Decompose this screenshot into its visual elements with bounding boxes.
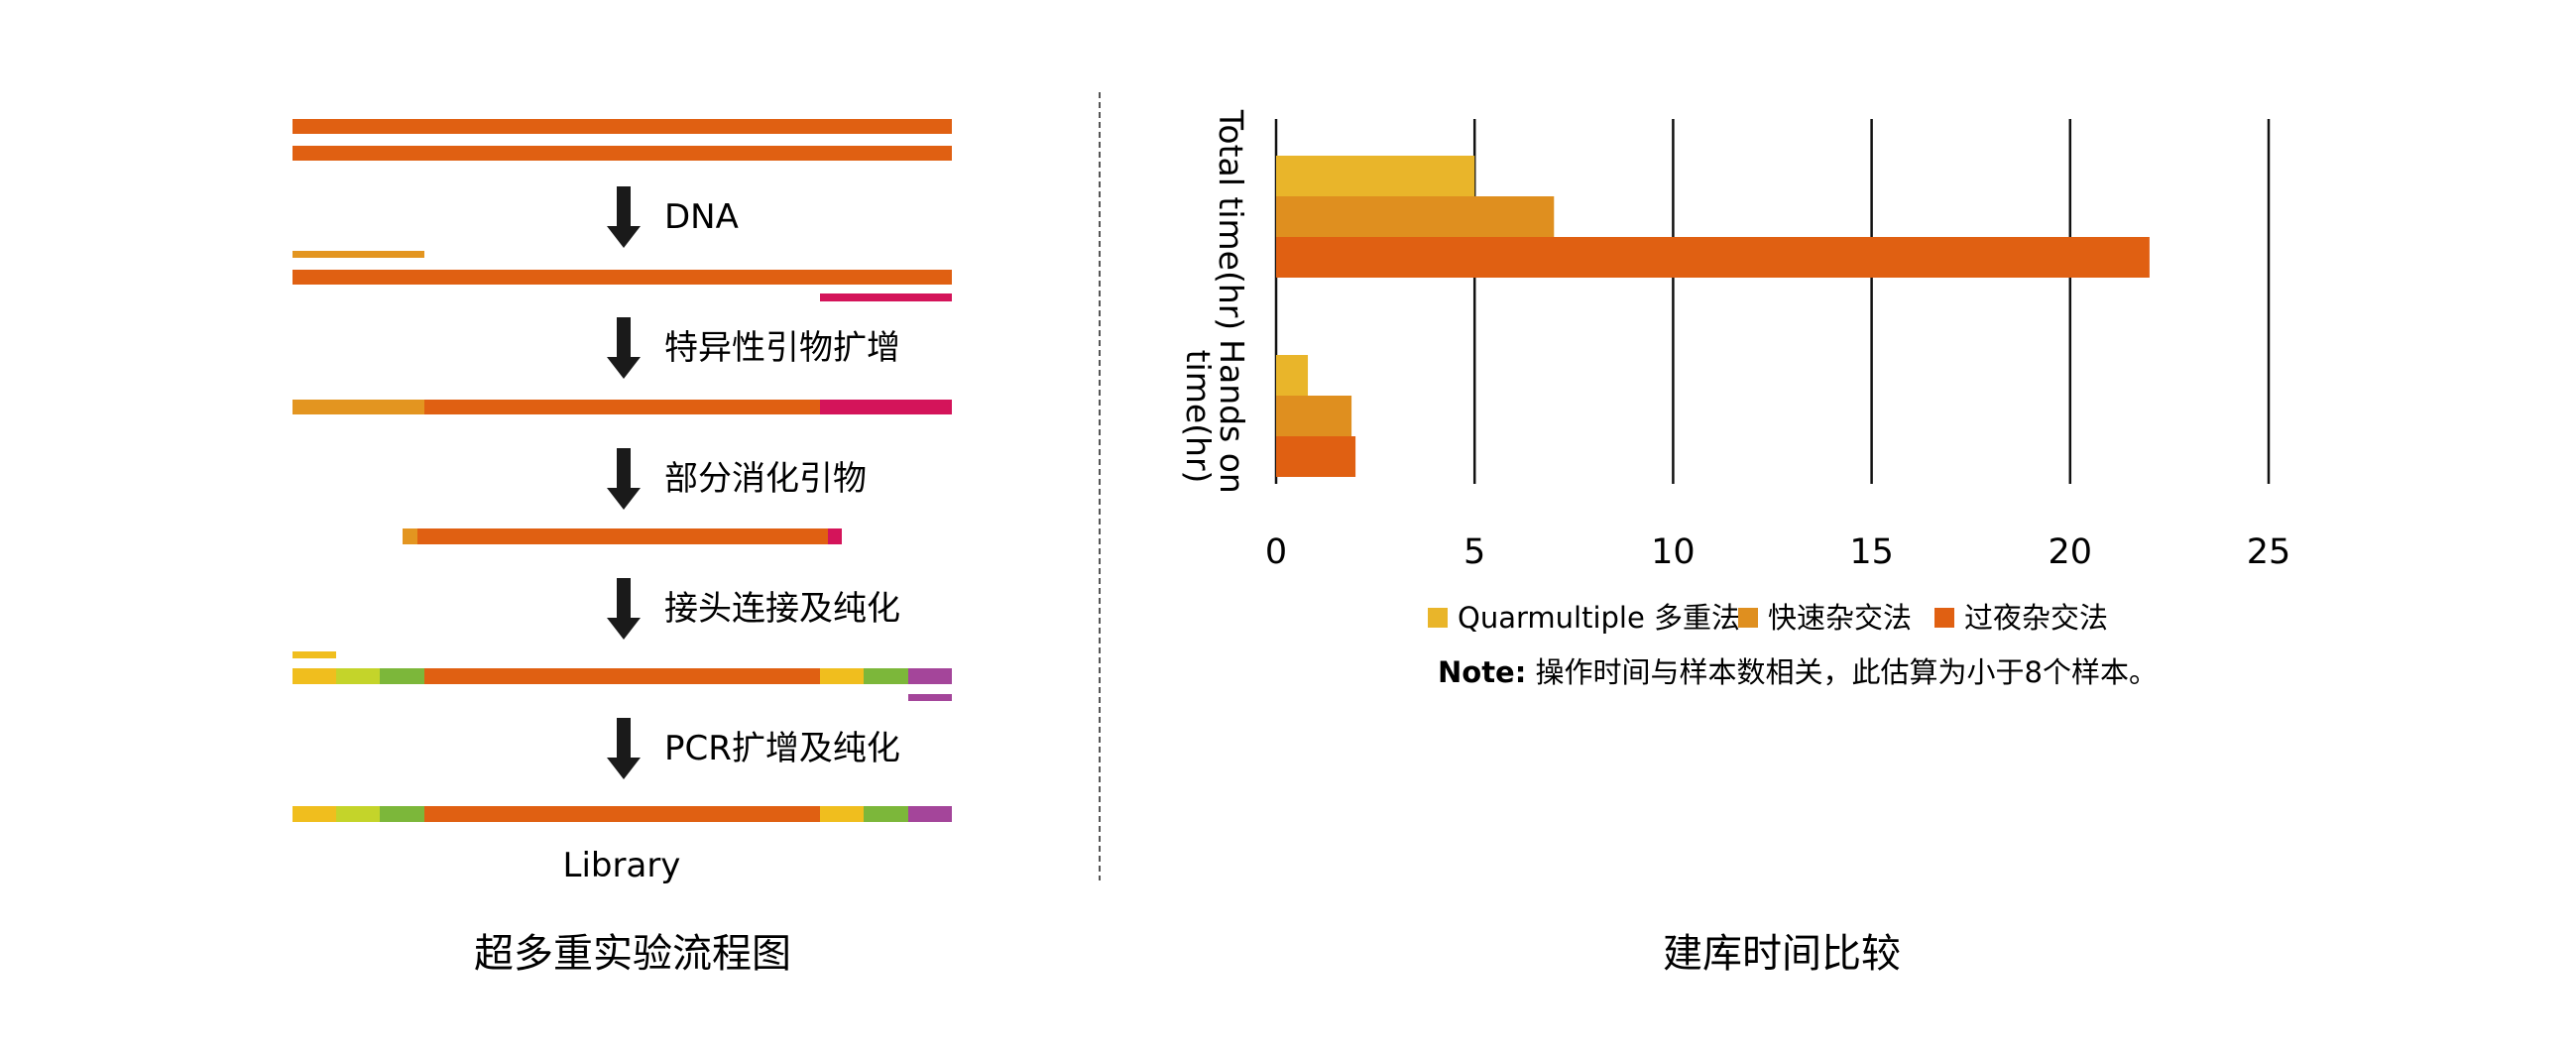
- arrow-shaft: [617, 448, 631, 490]
- chart-note-text: 操作时间与样本数相关，此估算为小于8个样本。: [1526, 655, 2158, 689]
- library-fragment: [293, 806, 952, 822]
- digested-amplicon: [403, 528, 842, 544]
- library-green-right: [864, 806, 908, 822]
- x-tick-label-10: 10: [1651, 532, 1696, 572]
- amplicon: [293, 400, 952, 414]
- chart-bars: [1276, 156, 2150, 477]
- build-time-chart: 0 5 10 15 20 25 Total time(hr) Hands on time(…: [1179, 109, 2290, 977]
- category-label-hands-on-line1: Hands on: [1213, 339, 1251, 494]
- adapter-green-left: [380, 668, 424, 684]
- arrow-head: [607, 618, 641, 640]
- arrow-shaft: [617, 718, 631, 760]
- step-label-pcr: PCR扩增及纯化: [664, 729, 900, 768]
- forward-primer: [293, 251, 424, 258]
- bar-hands-on-series-2: [1276, 396, 1352, 436]
- legend-label-1: Quarmultiple 多重法: [1458, 601, 1740, 635]
- dna-strand-top: [293, 119, 952, 134]
- digested-primer-right: [828, 528, 842, 544]
- arrow-head: [607, 357, 641, 379]
- library-lime-left: [336, 806, 380, 822]
- library-yellow-left: [293, 806, 336, 822]
- adapter-overhang-bottom: [908, 694, 952, 701]
- digested-primer-left: [403, 528, 417, 544]
- step-arrow-5: [607, 718, 641, 779]
- legend-swatch-2: [1738, 608, 1758, 628]
- bar-total-series-3: [1276, 237, 2150, 278]
- x-tick-label-25: 25: [2247, 532, 2291, 572]
- x-axis-ticks: 0 5 10 15 20 25: [1265, 532, 2290, 572]
- legend-label-3: 过夜杂交法: [1964, 601, 2108, 635]
- adapter-yellow-left: [293, 668, 336, 684]
- reverse-primer: [820, 293, 952, 301]
- library-yellow-right: [820, 806, 864, 822]
- arrow-shaft: [617, 186, 631, 228]
- adapter-overhang-top: [293, 651, 336, 658]
- chart-gridlines: [1274, 119, 2271, 484]
- x-tick-label-15: 15: [1849, 532, 1894, 572]
- amplicon-primer-right: [820, 400, 952, 414]
- adapter-purple-right: [908, 668, 952, 684]
- primer-annealing: [293, 251, 952, 301]
- step-label-ligation: 接头连接及纯化: [664, 589, 900, 629]
- adapter-green-right: [864, 668, 908, 684]
- x-tick-label-0: 0: [1265, 532, 1287, 572]
- arrow-shaft: [617, 317, 631, 359]
- arrow-head: [607, 488, 641, 510]
- category-label-total-time: Total time(hr): [1212, 109, 1250, 330]
- step-arrow-2: [607, 317, 641, 379]
- arrow-shaft: [617, 578, 631, 620]
- bar-hands-on-series-3: [1276, 436, 1356, 477]
- legend-swatch-1: [1428, 608, 1448, 628]
- ligated-fragment: [293, 651, 952, 701]
- bar-hands-on-series-1: [1276, 355, 1309, 396]
- library-purple-right: [908, 806, 952, 822]
- bar-total-series-1: [1276, 156, 1475, 196]
- x-tick-label-20: 20: [2049, 532, 2093, 572]
- legend-swatch-3: [1934, 608, 1954, 628]
- ligated-insert: [424, 668, 820, 684]
- step-label-dna: DNA: [664, 197, 739, 237]
- arrow-head: [607, 226, 641, 248]
- chart-caption: 建库时间比较: [1663, 931, 1901, 977]
- step-label-amplification: 特异性引物扩增: [664, 328, 900, 368]
- arrow-head: [607, 758, 641, 779]
- library-green-left: [380, 806, 424, 822]
- dna-double-strand: [293, 119, 952, 161]
- dna-strand-bottom: [293, 146, 952, 161]
- digested-insert: [417, 528, 828, 544]
- adapter-yellow-right: [820, 668, 864, 684]
- amplicon-insert: [424, 400, 820, 414]
- library-insert: [424, 806, 820, 822]
- step-arrow-1: [607, 186, 641, 248]
- step-label-digestion: 部分消化引物: [664, 459, 867, 499]
- category-label-hands-on-line2: time(hr): [1179, 350, 1218, 484]
- step-arrow-4: [607, 578, 641, 640]
- amplicon-primer-left: [293, 400, 424, 414]
- chart-note-bold: Note:: [1438, 655, 1526, 689]
- bar-total-series-2: [1276, 196, 1555, 237]
- workflow-caption: 超多重实验流程图: [474, 931, 791, 977]
- template-strand: [293, 270, 952, 285]
- chart-note: Note: 操作时间与样本数相关，此估算为小于8个样本。: [1438, 655, 2158, 689]
- library-label: Library: [563, 846, 681, 885]
- workflow-diagram: DNA 特异性引物扩增 部分消化引物: [293, 119, 952, 977]
- step-arrow-3: [607, 448, 641, 510]
- adapter-lime-left: [336, 668, 380, 684]
- chart-legend: Quarmultiple 多重法 快速杂交法 过夜杂交法: [1428, 601, 2108, 635]
- legend-label-2: 快速杂交法: [1768, 601, 1912, 635]
- x-tick-label-5: 5: [1464, 532, 1485, 572]
